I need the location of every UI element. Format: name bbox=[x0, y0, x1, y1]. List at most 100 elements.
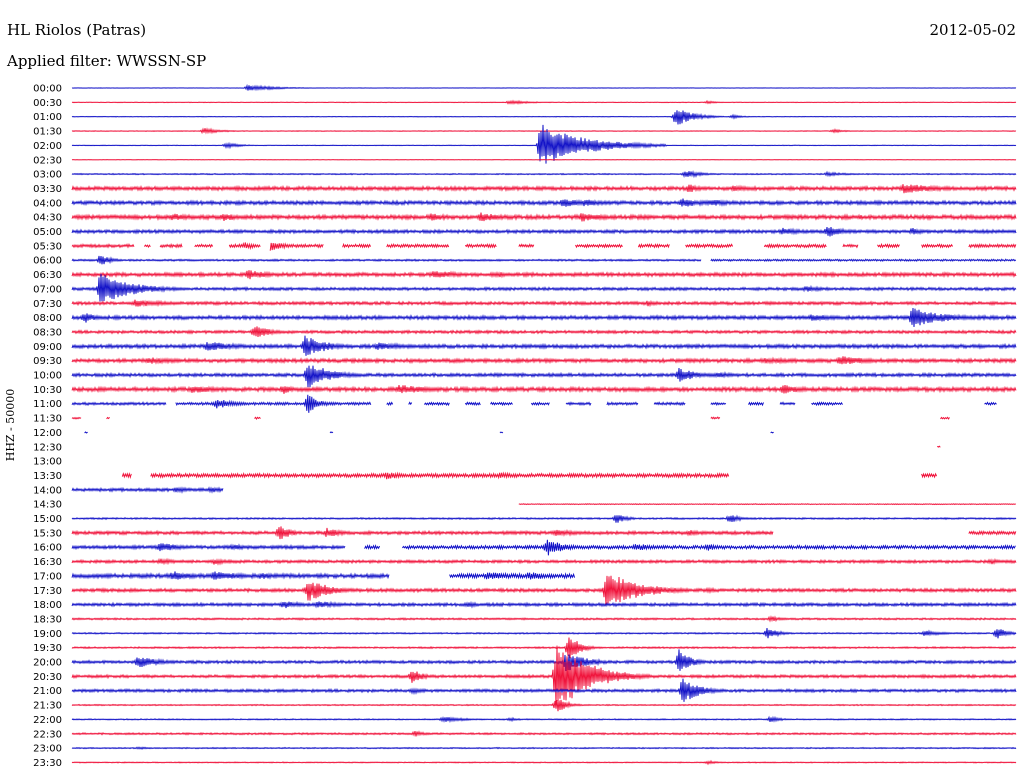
seismic-trace bbox=[71, 486, 224, 494]
row-time-label: 09:30 bbox=[33, 356, 62, 367]
row-time-label: 05:00 bbox=[33, 227, 62, 238]
seismic-trace bbox=[71, 127, 1017, 135]
seismic-trace bbox=[71, 730, 1017, 737]
row-time-label: 17:00 bbox=[33, 571, 62, 582]
seismic-trace bbox=[71, 557, 1017, 566]
row-time-label: 14:30 bbox=[33, 500, 62, 511]
seismic-trace bbox=[71, 212, 1017, 222]
seismic-trace bbox=[71, 356, 1017, 365]
seismic-trace bbox=[71, 539, 1016, 556]
seismic-trace bbox=[71, 746, 1017, 751]
row-time-label: 19:00 bbox=[33, 629, 62, 640]
seismic-trace bbox=[71, 273, 1017, 302]
row-time-label: 11:00 bbox=[33, 399, 62, 410]
row-time-label: 04:30 bbox=[33, 213, 62, 224]
row-time-label: 16:30 bbox=[33, 557, 62, 568]
seismic-trace bbox=[71, 385, 1017, 394]
seismic-trace bbox=[71, 649, 1017, 671]
seismic-trace bbox=[71, 514, 1017, 523]
row-time-label: 13:00 bbox=[33, 457, 62, 468]
row-time-label: 06:00 bbox=[33, 256, 62, 267]
seismic-trace bbox=[936, 445, 941, 448]
row-time-label: 20:00 bbox=[33, 658, 62, 669]
row-time-label: 09:00 bbox=[33, 342, 62, 353]
row-time-label: 08:00 bbox=[33, 313, 62, 324]
row-time-label: 05:30 bbox=[33, 241, 62, 252]
row-time-label: 15:30 bbox=[33, 528, 62, 539]
seismic-trace bbox=[71, 637, 1017, 659]
y-axis-label: HHZ - 50000 bbox=[4, 389, 17, 462]
row-time-label: 14:00 bbox=[33, 485, 62, 496]
row-time-label: 02:00 bbox=[33, 141, 62, 152]
seismic-trace bbox=[84, 431, 774, 434]
seismic-trace bbox=[71, 307, 1017, 327]
seismic-trace bbox=[71, 170, 1017, 179]
seismic-trace bbox=[71, 335, 1017, 356]
seismic-trace bbox=[71, 299, 1017, 308]
seismic-trace bbox=[71, 365, 1017, 388]
seismic-trace bbox=[71, 759, 1017, 766]
row-time-label: 11:30 bbox=[33, 414, 62, 425]
row-time-label: 10:00 bbox=[33, 371, 62, 382]
seismic-trace bbox=[71, 158, 1017, 161]
row-time-label: 01:00 bbox=[33, 112, 62, 123]
seismic-trace bbox=[71, 394, 997, 413]
seismic-trace bbox=[71, 124, 1017, 164]
seismic-trace bbox=[71, 645, 1017, 706]
seismic-trace bbox=[71, 628, 1017, 639]
filter-label: Applied filter: WWSSN-SP bbox=[6, 52, 206, 70]
row-time-label: 17:30 bbox=[33, 586, 62, 597]
row-time-label: 01:30 bbox=[33, 127, 62, 138]
seismic-trace bbox=[71, 600, 1017, 609]
seismic-trace bbox=[71, 241, 1017, 251]
row-time-label: 18:30 bbox=[33, 614, 62, 625]
row-time-label: 21:00 bbox=[33, 686, 62, 697]
row-time-label: 04:00 bbox=[33, 198, 62, 209]
seismic-trace bbox=[71, 715, 1017, 724]
row-time-label: 12:00 bbox=[33, 428, 62, 439]
record-date: 2012-05-02 bbox=[930, 21, 1016, 39]
seismic-trace bbox=[71, 699, 1017, 712]
seismic-trace bbox=[71, 571, 576, 580]
seismic-trace bbox=[71, 416, 950, 421]
seismic-trace bbox=[518, 503, 1017, 506]
seismic-trace bbox=[71, 110, 1017, 125]
seismic-trace bbox=[71, 99, 1017, 105]
row-time-label: 21:30 bbox=[33, 701, 62, 712]
row-time-label: 23:00 bbox=[33, 744, 62, 755]
row-time-label: 20:30 bbox=[33, 672, 62, 683]
row-time-label: 16:00 bbox=[33, 543, 62, 554]
seismic-trace bbox=[71, 575, 1017, 606]
seismic-trace bbox=[71, 198, 1017, 207]
seismic-trace bbox=[71, 326, 1017, 338]
row-time-label: 22:30 bbox=[33, 729, 62, 740]
row-time-label: 18:00 bbox=[33, 600, 62, 611]
seismic-trace bbox=[71, 615, 1017, 623]
row-time-label: 06:30 bbox=[33, 270, 62, 281]
seismic-trace bbox=[71, 255, 1017, 265]
row-time-label: 03:30 bbox=[33, 184, 62, 195]
seismic-trace bbox=[121, 471, 938, 480]
row-time-label: 10:30 bbox=[33, 385, 62, 396]
trace-rows: 00:00 00:30 01:00 01:30 02:00 02:30 03:00 03:30… bbox=[33, 83, 1017, 769]
seismic-trace bbox=[71, 83, 1017, 92]
row-time-label: 08:30 bbox=[33, 327, 62, 338]
row-time-label: 00:30 bbox=[33, 98, 62, 109]
seismic-trace bbox=[71, 184, 1017, 194]
station-title: HL Riolos (Patras) bbox=[7, 21, 146, 39]
row-time-label: 07:00 bbox=[33, 284, 62, 295]
row-time-label: 07:30 bbox=[33, 299, 62, 310]
row-time-label: 13:30 bbox=[33, 471, 62, 482]
row-time-label: 12:30 bbox=[33, 442, 62, 453]
seismic-trace bbox=[71, 526, 1017, 540]
row-time-label: 00:00 bbox=[33, 84, 62, 95]
seismic-trace bbox=[71, 678, 1017, 702]
row-time-label: 22:00 bbox=[33, 715, 62, 726]
row-time-label: 19:30 bbox=[33, 643, 62, 654]
row-time-label: 02:30 bbox=[33, 155, 62, 166]
row-time-label: 15:00 bbox=[33, 514, 62, 525]
row-time-label: 03:00 bbox=[33, 170, 62, 181]
row-time-label: 23:30 bbox=[33, 758, 62, 769]
seismic-trace bbox=[71, 226, 1017, 237]
